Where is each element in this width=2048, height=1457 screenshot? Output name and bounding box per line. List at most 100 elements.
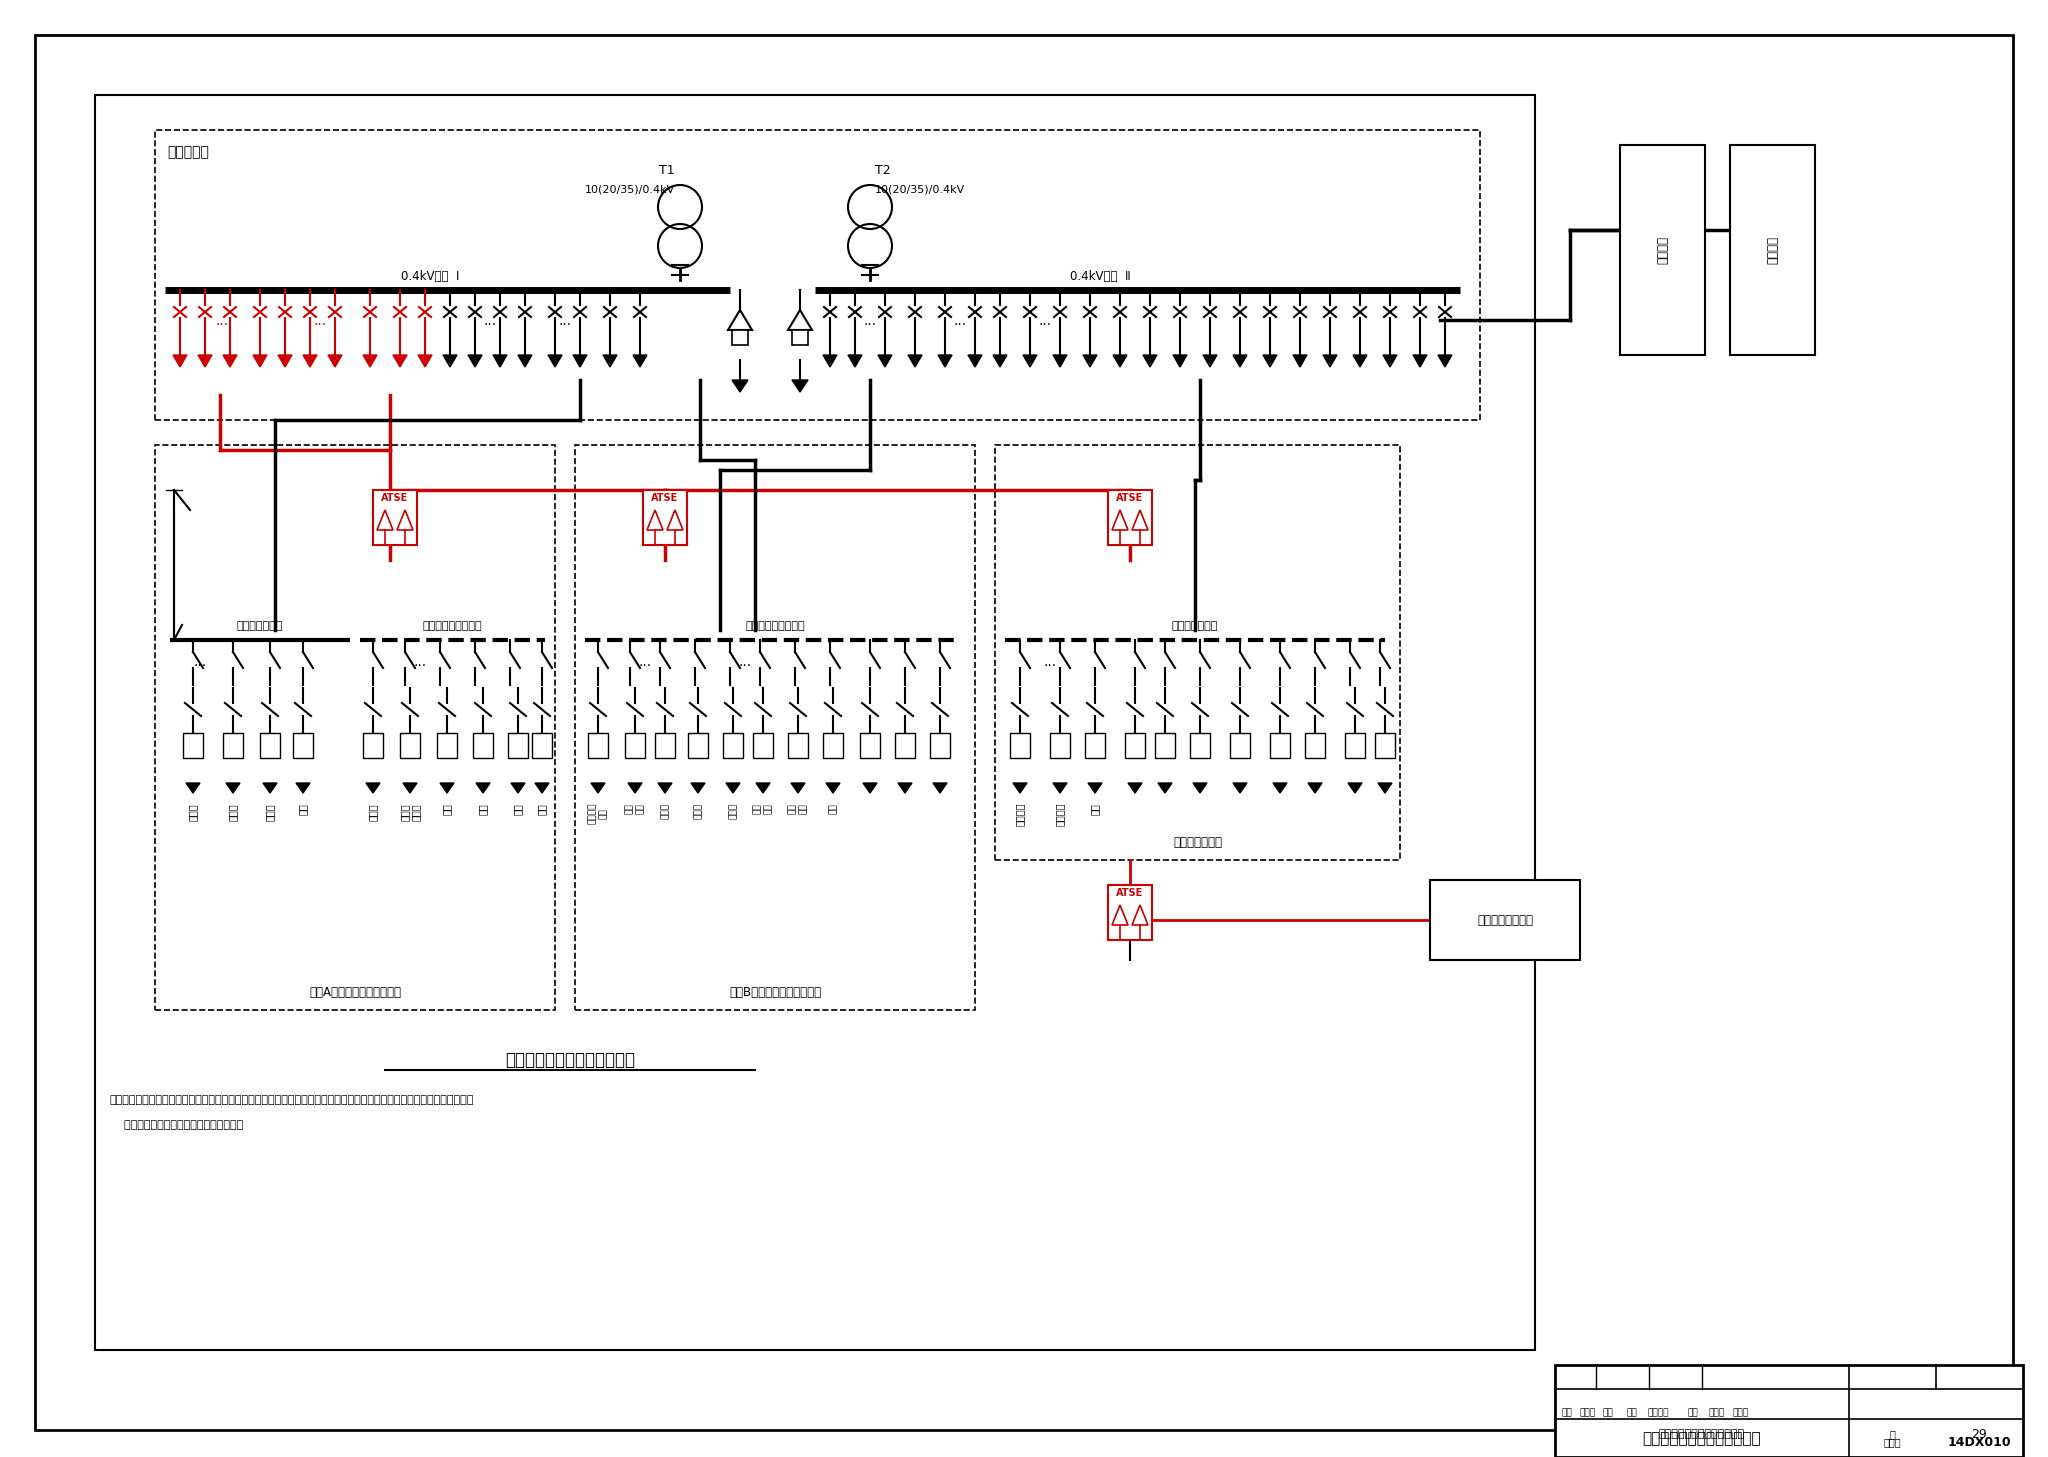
Text: 王雪字: 王雪字 [1708, 1409, 1724, 1418]
Text: 送风机: 送风机 [729, 803, 737, 819]
Text: 普（制）
风扇: 普（制） 风扇 [588, 803, 608, 825]
Text: 送风机: 送风机 [662, 803, 670, 819]
Polygon shape [1233, 782, 1247, 793]
Text: 审核: 审核 [1561, 1409, 1573, 1418]
Text: ···: ··· [414, 659, 426, 673]
Bar [588, 733, 608, 758]
Text: 0.4kV母线  Ⅱ: 0.4kV母线 Ⅱ [1069, 270, 1130, 283]
Bar [182, 733, 203, 758]
Polygon shape [647, 510, 664, 530]
Polygon shape [1292, 356, 1307, 367]
Text: ···: ··· [739, 659, 752, 673]
Bar [731, 329, 748, 345]
Text: 10(20/35)/0.4kV: 10(20/35)/0.4kV [874, 185, 965, 195]
Polygon shape [1274, 782, 1286, 793]
Text: 舒式
空调: 舒式 空调 [788, 803, 807, 814]
Polygon shape [303, 356, 317, 367]
Text: ···: ··· [639, 659, 651, 673]
Polygon shape [403, 782, 418, 793]
Polygon shape [1378, 782, 1393, 793]
Text: 页: 页 [1890, 1429, 1896, 1440]
Text: 车站B端（小端）环控电控室: 车站B端（小端）环控电控室 [729, 985, 821, 998]
Bar [930, 733, 950, 758]
Text: ···: ··· [313, 318, 326, 332]
Bar [575, 444, 975, 1010]
Polygon shape [1014, 782, 1026, 793]
Bar [1430, 880, 1579, 960]
Bar [1374, 733, 1395, 758]
Text: 车站A端（大端）环控电控室: 车站A端（大端）环控电控室 [309, 985, 401, 998]
Bar [532, 733, 553, 758]
Bar [373, 490, 418, 545]
Text: 通风空调系统配电系统示意图: 通风空调系统配电系统示意图 [506, 1050, 635, 1069]
Bar [1554, 1365, 2023, 1457]
Polygon shape [731, 380, 748, 392]
Polygon shape [756, 782, 770, 793]
Polygon shape [862, 782, 877, 793]
Text: ···: ··· [1038, 318, 1051, 332]
Text: 0.4kV母线  Ⅰ: 0.4kV母线 Ⅰ [401, 270, 459, 283]
Text: 通风空调系统配电系统示意图: 通风空调系统配电系统示意图 [1642, 1431, 1761, 1447]
Polygon shape [1053, 782, 1067, 793]
Polygon shape [825, 782, 840, 793]
Polygon shape [1438, 356, 1452, 367]
Polygon shape [1354, 356, 1366, 367]
Polygon shape [1348, 782, 1362, 793]
Polygon shape [1143, 356, 1157, 367]
Text: 汕灸文本: 汕灸文本 [1647, 1409, 1669, 1418]
Polygon shape [512, 782, 524, 793]
Bar [1190, 733, 1210, 758]
Text: 校对: 校对 [1626, 1409, 1636, 1418]
Polygon shape [393, 356, 408, 367]
Text: 降压变电所: 降压变电所 [168, 146, 209, 159]
Polygon shape [1087, 782, 1102, 793]
Polygon shape [1112, 905, 1128, 925]
Bar [508, 733, 528, 758]
Polygon shape [1174, 356, 1188, 367]
Text: 设计: 设计 [1688, 1409, 1698, 1418]
Polygon shape [223, 356, 238, 367]
Bar [1108, 884, 1151, 940]
Polygon shape [1112, 510, 1128, 530]
Bar [473, 733, 494, 758]
Polygon shape [262, 782, 276, 793]
Polygon shape [469, 356, 481, 367]
Polygon shape [418, 356, 432, 367]
Bar [399, 733, 420, 758]
Bar [223, 733, 244, 758]
Polygon shape [934, 782, 946, 793]
Polygon shape [1083, 356, 1098, 367]
Bar [655, 733, 676, 758]
Bar [643, 490, 686, 545]
Polygon shape [279, 356, 293, 367]
Text: 一级负荷母线段: 一级负荷母线段 [1171, 621, 1219, 631]
Bar [260, 733, 281, 758]
Text: ···: ··· [215, 318, 229, 332]
Polygon shape [475, 782, 489, 793]
Bar [860, 733, 881, 758]
Text: 区间环控电控室: 区间环控电控室 [1174, 835, 1223, 848]
Text: ATSE: ATSE [1116, 887, 1143, 898]
Text: 隧道风机: 隧道风机 [1055, 803, 1065, 826]
Polygon shape [668, 510, 682, 530]
Text: 母线分段断路器，采用单母线分段运行。: 母线分段断路器，采用单母线分段运行。 [111, 1120, 244, 1131]
Polygon shape [1382, 356, 1397, 367]
Text: ···: ··· [559, 318, 571, 332]
Bar [1620, 146, 1706, 356]
Text: T2: T2 [874, 163, 891, 176]
Polygon shape [793, 380, 809, 392]
Polygon shape [725, 782, 739, 793]
Text: ···: ··· [1042, 659, 1057, 673]
Polygon shape [1024, 356, 1036, 367]
Polygon shape [549, 356, 561, 367]
Bar [625, 733, 645, 758]
Text: 通风空调系统配电系统示意图: 通风空调系统配电系统示意图 [1659, 1429, 1745, 1440]
Text: 姐女: 姐女 [1602, 1409, 1614, 1418]
Text: 10(20/35)/0.4kV: 10(20/35)/0.4kV [586, 185, 676, 195]
Polygon shape [1323, 356, 1337, 367]
Polygon shape [377, 510, 393, 530]
Bar [1085, 733, 1106, 758]
Polygon shape [848, 356, 862, 367]
Text: 备用: 备用 [829, 803, 838, 814]
Polygon shape [1112, 356, 1126, 367]
